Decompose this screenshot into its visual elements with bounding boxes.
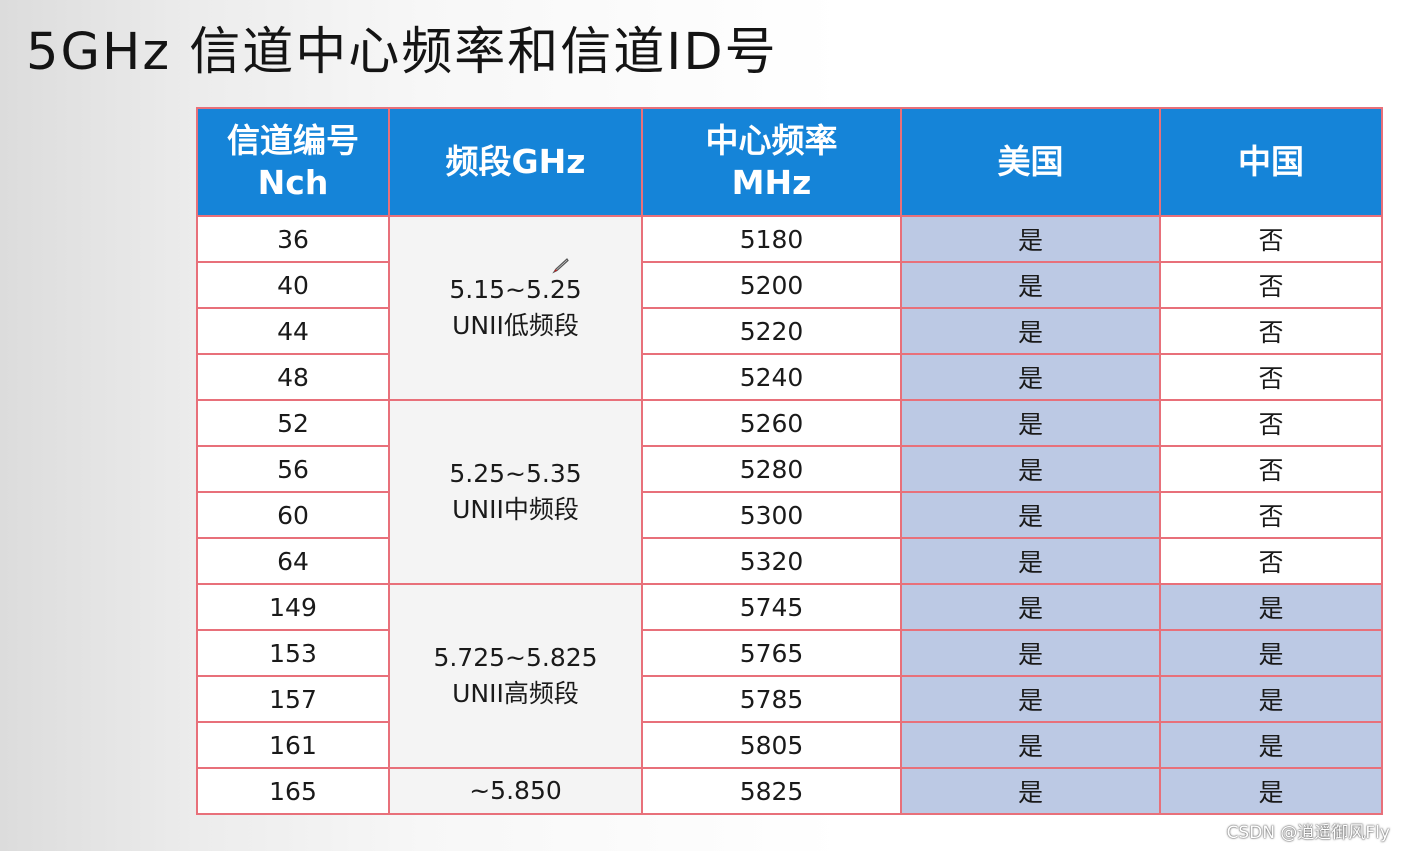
cell-us: 是 <box>900 445 1161 493</box>
cell-cn: 是 <box>1159 675 1383 723</box>
cell-cn: 是 <box>1159 629 1383 677</box>
cell-freq: 5180 <box>641 215 902 263</box>
cell-us: 是 <box>900 721 1161 769</box>
cell-freq: 5260 <box>641 399 902 447</box>
cell-freq: 5200 <box>641 261 902 309</box>
table-row: 149 5.725~5.825 UNII高频段 5745 是是 <box>196 583 1383 769</box>
header-nch-label: 信道编号 Nch <box>227 121 359 202</box>
channel-table: 信道编号 Nch 频段GHz 中心频率 MHz 美国 中国 36 5.15~5.2… <box>196 107 1383 815</box>
cell-band: 5.725~5.825 UNII高频段 <box>388 583 643 769</box>
band-range: 5.15~5.25 <box>449 275 582 304</box>
cell-freq: 5300 <box>641 491 902 539</box>
cell-us: 是 <box>900 537 1161 585</box>
band-name: UNII中频段 <box>452 495 579 524</box>
band-name: UNII低频段 <box>452 311 579 340</box>
header-nch: 信道编号 Nch <box>196 107 390 217</box>
cell-us: 是 <box>900 215 1161 263</box>
header-us: 美国 <box>900 107 1161 217</box>
cell-nch: 60 <box>196 491 390 539</box>
cell-us: 是 <box>900 583 1161 631</box>
header-us-label: 美国 <box>997 142 1064 181</box>
table-row: 52 5.25~5.35 UNII中频段 5260 是否 <box>196 399 1383 585</box>
cell-cn: 否 <box>1159 353 1383 401</box>
header-cn: 中国 <box>1159 107 1383 217</box>
page-title: 5GHz 信道中心频率和信道ID号 <box>26 23 778 82</box>
cell-cn: 否 <box>1159 491 1383 539</box>
band-range: 5.725~5.825 <box>433 643 598 672</box>
cell-nch: 40 <box>196 261 390 309</box>
cell-band: ~5.850 <box>388 767 643 815</box>
cell-freq: 5825 <box>641 767 902 815</box>
cell-nch: 56 <box>196 445 390 493</box>
cell-freq: 5220 <box>641 307 902 355</box>
band-range: ~5.850 <box>469 776 562 805</box>
cell-band: 5.15~5.25 UNII低频段 <box>388 215 643 401</box>
cell-nch: 44 <box>196 307 390 355</box>
cell-us: 是 <box>900 767 1161 815</box>
cell-nch: 52 <box>196 399 390 447</box>
cell-cn: 否 <box>1159 307 1383 355</box>
band-range: 5.25~5.35 <box>449 459 582 488</box>
pen-cursor-icon <box>552 258 569 274</box>
cell-nch: 36 <box>196 215 390 263</box>
table-row: 161 5805 是是 <box>196 721 1383 769</box>
table-row: 153 5765 是是 <box>196 629 1383 677</box>
cell-cn: 是 <box>1159 583 1383 631</box>
cell-freq: 5240 <box>641 353 902 401</box>
cell-us: 是 <box>900 307 1161 355</box>
cell-freq: 5785 <box>641 675 902 723</box>
cell-nch: 149 <box>196 583 390 631</box>
cell-cn: 否 <box>1159 445 1383 493</box>
cell-nch: 64 <box>196 537 390 585</box>
table-row: 157 5785 是是 <box>196 675 1383 723</box>
header-freq: 中心频率 MHz <box>641 107 902 217</box>
cell-nch: 161 <box>196 721 390 769</box>
watermark: CSDN @逍遥御风Fly <box>1226 823 1390 843</box>
cell-freq: 5805 <box>641 721 902 769</box>
cell-cn: 是 <box>1159 721 1383 769</box>
cell-band: 5.25~5.35 UNII中频段 <box>388 399 643 585</box>
cell-us: 是 <box>900 629 1161 677</box>
header-band-label: 频段GHz <box>445 142 586 181</box>
table-row: 44 5220 是否 <box>196 307 1383 355</box>
table-row: 165 ~5.850 5825 是是 <box>196 767 1383 815</box>
cell-freq: 5765 <box>641 629 902 677</box>
cell-us: 是 <box>900 491 1161 539</box>
table-header-row: 信道编号 Nch 频段GHz 中心频率 MHz 美国 中国 <box>196 107 1383 217</box>
cell-cn: 是 <box>1159 767 1383 815</box>
cell-nch: 48 <box>196 353 390 401</box>
cell-nch: 157 <box>196 675 390 723</box>
header-freq-label: 中心频率 MHz <box>705 121 838 202</box>
cell-freq: 5280 <box>641 445 902 493</box>
cell-cn: 否 <box>1159 215 1383 263</box>
cell-cn: 否 <box>1159 399 1383 447</box>
cell-cn: 否 <box>1159 537 1383 585</box>
cell-us: 是 <box>900 675 1161 723</box>
header-band: 频段GHz <box>388 107 643 217</box>
table-row: 36 5.15~5.25 UNII低频段 5180 是否 <box>196 215 1383 401</box>
cell-nch: 153 <box>196 629 390 677</box>
cell-freq: 5320 <box>641 537 902 585</box>
table-row: 48 5240 是否 <box>196 353 1383 401</box>
band-name: UNII高频段 <box>452 679 579 708</box>
table-row: 40 5200 是否 <box>196 261 1383 309</box>
cell-freq: 5745 <box>641 583 902 631</box>
table-row: 56 5280 是否 <box>196 445 1383 493</box>
cell-cn: 否 <box>1159 261 1383 309</box>
cell-us: 是 <box>900 261 1161 309</box>
cell-us: 是 <box>900 353 1161 401</box>
table-row: 60 5300 是否 <box>196 491 1383 539</box>
header-cn-label: 中国 <box>1238 142 1304 181</box>
cell-nch: 165 <box>196 767 390 815</box>
table-row: 64 5320 是否 <box>196 537 1383 585</box>
cell-us: 是 <box>900 399 1161 447</box>
